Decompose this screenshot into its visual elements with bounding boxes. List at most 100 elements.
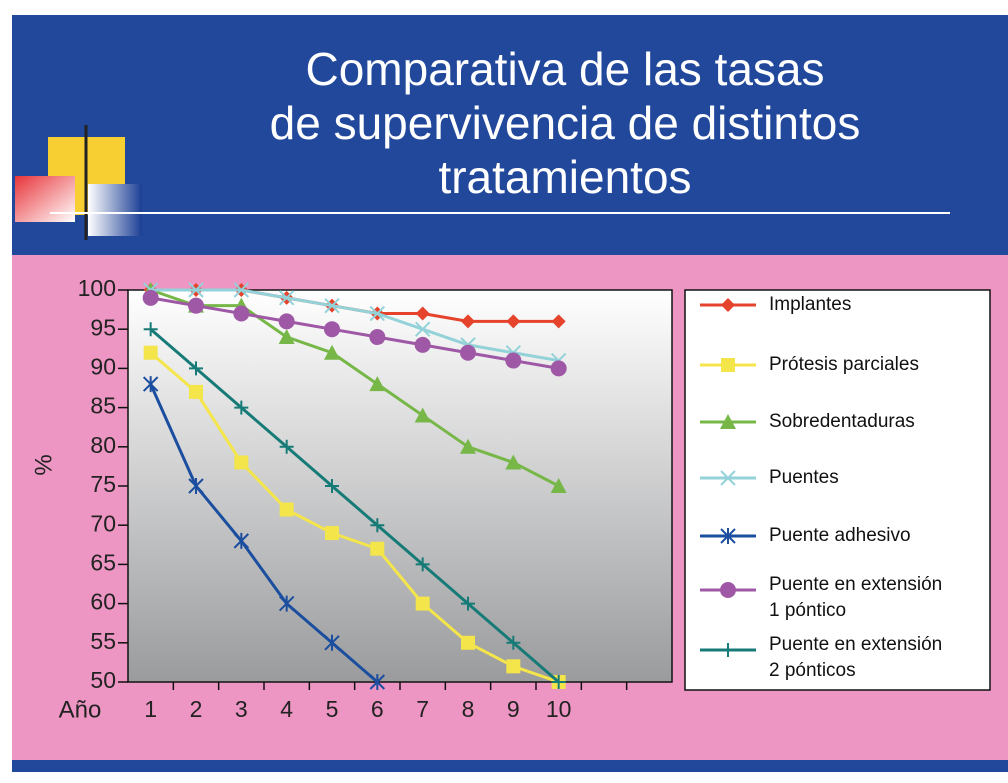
data-point — [369, 674, 386, 690]
data-point — [279, 439, 294, 454]
data-point — [233, 532, 250, 549]
data-point — [142, 289, 159, 306]
header-band — [12, 15, 1008, 255]
x-tick-label: 10 — [546, 696, 572, 722]
data-point — [324, 321, 340, 338]
data-point — [233, 282, 250, 298]
deco-red — [15, 176, 75, 222]
y-tick-label: 90 — [90, 353, 116, 379]
legend-marker — [720, 582, 736, 598]
legend-label: Puente en extensión 1 póntico — [769, 574, 943, 621]
y-tick-label: 70 — [90, 510, 116, 536]
data-point — [414, 321, 431, 337]
data-point — [461, 314, 475, 329]
legend-marker — [721, 358, 735, 372]
data-point — [369, 305, 386, 322]
y-tick-label: 50 — [90, 667, 116, 693]
deco-blue — [88, 184, 142, 236]
legend-marker — [720, 528, 736, 544]
title: Comparativa de las tasas de supervivenci… — [269, 43, 861, 203]
x-tick-label: 6 — [371, 696, 384, 722]
data-point — [143, 345, 158, 360]
data-point — [233, 305, 250, 322]
data-point — [142, 376, 159, 393]
data-point — [551, 675, 566, 689]
series-line — [150, 296, 559, 370]
data-point — [189, 384, 203, 399]
data-point — [234, 400, 249, 415]
y-tick-label: 65 — [90, 549, 116, 575]
x-tick-label: 1 — [144, 696, 157, 722]
data-point — [188, 282, 204, 298]
series-line — [149, 351, 560, 684]
y-tick-label: 95 — [90, 314, 116, 340]
data-point — [278, 313, 295, 330]
y-tick-label: 60 — [90, 589, 116, 615]
data-point — [324, 634, 340, 651]
y-axis-label: % — [30, 454, 57, 475]
legend-marker — [720, 414, 736, 429]
data-point — [188, 297, 204, 314]
legend-label: Implantes — [769, 294, 852, 315]
y-tick-label: 55 — [90, 628, 116, 654]
series-line — [150, 288, 559, 363]
legend-label: Sobredentaduras — [769, 411, 915, 432]
data-point — [461, 596, 475, 611]
data-point — [325, 526, 339, 541]
legend-label: Puente adhesivo — [769, 525, 911, 546]
data-point — [278, 290, 295, 306]
series-line — [149, 328, 560, 684]
data-point — [461, 635, 475, 650]
data-point — [506, 635, 521, 650]
data-point — [550, 360, 567, 377]
x-tick-label: 9 — [507, 696, 520, 722]
data-point — [189, 361, 203, 376]
data-point — [370, 518, 385, 533]
y-tick-label: 80 — [90, 432, 116, 458]
y-tick-label: 85 — [90, 393, 116, 419]
x-axis-label: Año — [59, 696, 102, 723]
data-point — [414, 407, 431, 423]
data-point — [415, 557, 430, 572]
data-point — [550, 478, 567, 493]
data-point — [278, 595, 295, 612]
x-tick-label: 5 — [326, 696, 339, 722]
data-point — [551, 314, 566, 329]
legend-label: Puente en extensión 2 pónticos — [769, 634, 943, 681]
data-point — [505, 454, 522, 470]
footer-band — [12, 760, 1008, 772]
legend-marker — [720, 470, 736, 486]
y-tick-label: 100 — [78, 275, 116, 301]
data-point — [279, 502, 294, 517]
data-point — [324, 297, 340, 314]
data-point — [278, 329, 295, 345]
data-point — [369, 329, 386, 346]
data-point — [506, 659, 521, 674]
data-point — [505, 352, 522, 369]
y-tick-label: 75 — [90, 471, 116, 497]
series-line — [149, 383, 379, 684]
data-point — [460, 344, 476, 361]
data-point — [415, 596, 430, 611]
data-point — [460, 438, 476, 454]
data-point — [415, 306, 430, 321]
legend-box — [684, 289, 991, 691]
data-point — [370, 541, 385, 556]
legend-marker — [721, 643, 735, 657]
legend-label: Prótesis parciales — [769, 354, 919, 375]
data-point — [143, 322, 158, 337]
data-point — [188, 478, 204, 494]
x-tick-label: 4 — [280, 696, 293, 722]
data-point — [506, 314, 521, 329]
plot-area — [127, 289, 673, 683]
data-point — [414, 336, 431, 353]
legend-label: Puentes — [769, 467, 839, 488]
x-tick-label: 8 — [462, 696, 475, 722]
x-tick-label: 7 — [416, 696, 429, 722]
data-point — [234, 455, 249, 470]
legend-marker — [721, 298, 735, 312]
x-tick-label: 3 — [235, 696, 248, 722]
data-point — [325, 479, 339, 493]
